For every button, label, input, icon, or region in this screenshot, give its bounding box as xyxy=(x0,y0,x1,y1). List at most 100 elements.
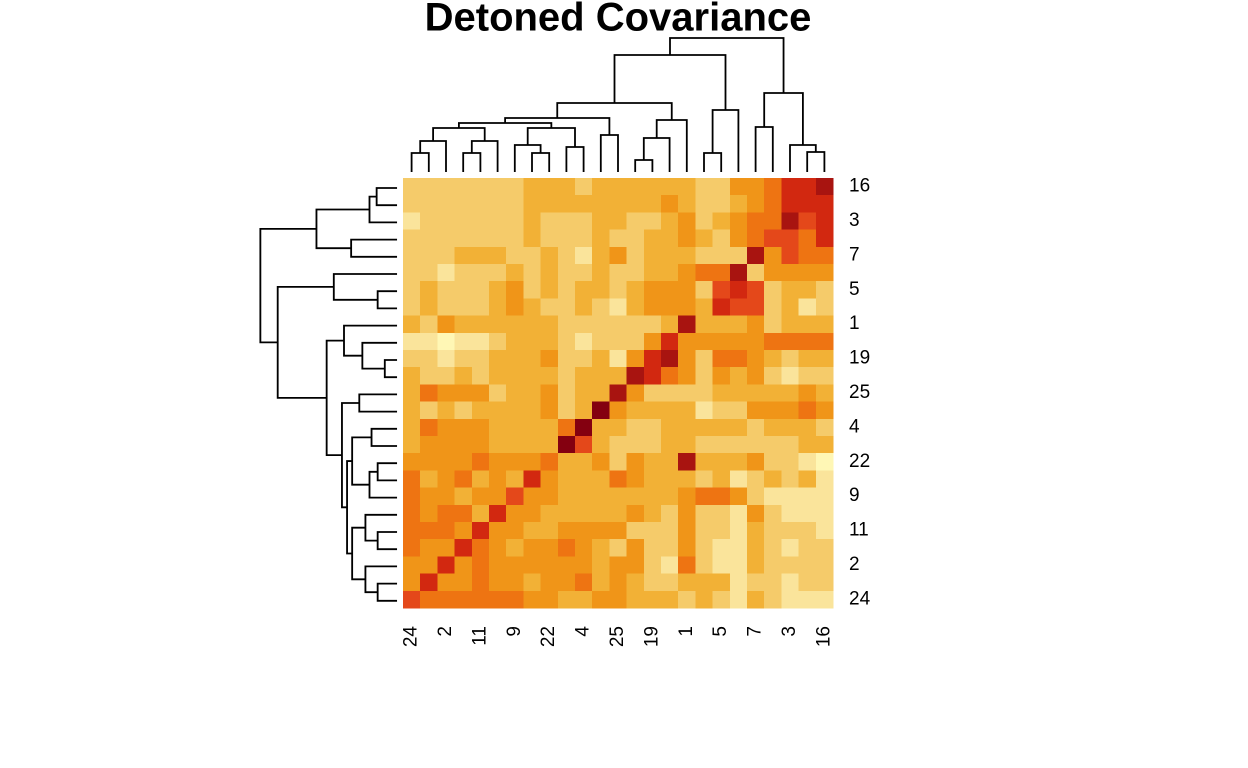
heatmap-cell xyxy=(540,281,559,299)
heatmap-cell xyxy=(798,264,817,282)
heatmap-cell xyxy=(661,332,679,351)
heatmap-cell xyxy=(643,350,662,368)
heatmap-cell xyxy=(764,246,782,265)
heatmap-cell xyxy=(557,367,576,385)
heatmap-cell xyxy=(489,229,507,248)
heatmap-cell xyxy=(798,246,817,265)
heatmap-cell xyxy=(489,539,507,557)
heatmap-cell xyxy=(489,470,507,489)
heatmap-cell xyxy=(557,573,576,592)
heatmap-cell xyxy=(523,590,542,609)
heatmap-cell xyxy=(403,195,421,213)
heatmap-cell xyxy=(471,573,490,592)
heatmap-cell xyxy=(489,590,507,609)
heatmap-cell xyxy=(592,556,610,575)
heatmap-cell xyxy=(626,384,645,403)
heatmap-cell xyxy=(695,504,714,523)
heatmap-cell xyxy=(712,246,731,265)
y-tick-label: 4 xyxy=(849,416,860,437)
heatmap-cell xyxy=(454,470,473,489)
heatmap-cell xyxy=(747,178,765,196)
heatmap-cell xyxy=(712,367,731,385)
heatmap-cell xyxy=(764,315,782,334)
heatmap-cell xyxy=(678,487,696,506)
heatmap-cell xyxy=(747,298,765,317)
heatmap-cell xyxy=(575,436,593,454)
x-tick-label: 24 xyxy=(401,626,422,648)
heatmap-cell xyxy=(781,384,800,403)
heatmap-cell xyxy=(454,453,473,471)
heatmap-cell xyxy=(626,573,645,592)
heatmap-cell xyxy=(489,504,507,523)
heatmap-cell xyxy=(437,470,456,489)
heatmap-cell xyxy=(678,436,696,454)
heatmap-cell xyxy=(764,453,782,471)
heatmap-cell xyxy=(403,281,421,299)
heatmap-cell xyxy=(643,504,662,523)
heatmap-cell xyxy=(471,178,490,196)
heatmap-cell xyxy=(764,522,782,540)
x-tick-label: 7 xyxy=(745,626,766,637)
heatmap-cell xyxy=(489,298,507,317)
heatmap-cell xyxy=(747,384,765,403)
heatmap-cell xyxy=(747,504,765,523)
heatmap-cell xyxy=(471,522,490,540)
heatmap-cell xyxy=(609,367,628,385)
heatmap-cell xyxy=(712,590,731,609)
heatmap-cell xyxy=(506,436,524,454)
heatmap-cell xyxy=(798,539,817,557)
heatmap-cell xyxy=(747,436,765,454)
heatmap-cell xyxy=(420,195,438,213)
heatmap-cell xyxy=(729,418,748,437)
heatmap-cell xyxy=(454,315,473,334)
heatmap-cell xyxy=(523,418,542,437)
heatmap-cell xyxy=(626,590,645,609)
heatmap-cell xyxy=(764,264,782,282)
heatmap-cell xyxy=(747,281,765,299)
heatmap-cell xyxy=(592,212,610,231)
heatmap-cell xyxy=(815,573,834,592)
heatmap-cell xyxy=(420,178,438,196)
heatmap-cell xyxy=(815,590,834,609)
heatmap-cell xyxy=(781,332,800,351)
heatmap-cell xyxy=(523,436,542,454)
heatmap-cell xyxy=(747,212,765,231)
heatmap-cell xyxy=(712,264,731,282)
heatmap-cell xyxy=(643,590,662,609)
heatmap-cell xyxy=(729,590,748,609)
heatmap-cell xyxy=(506,418,524,437)
heatmap-cell xyxy=(489,418,507,437)
heatmap-cell xyxy=(403,418,421,437)
heatmap-cell xyxy=(592,229,610,248)
heatmap-cell xyxy=(815,178,834,196)
heatmap-cell xyxy=(454,418,473,437)
heatmap-cell xyxy=(764,384,782,403)
heatmap-cell xyxy=(729,504,748,523)
heatmap-cell xyxy=(575,522,593,540)
heatmap-cell xyxy=(798,522,817,540)
heatmap-cell xyxy=(661,470,679,489)
heatmap-cell xyxy=(575,212,593,231)
heatmap-cell xyxy=(712,573,731,592)
heatmap-cell xyxy=(557,556,576,575)
heatmap-cell xyxy=(557,298,576,317)
heatmap-cell xyxy=(643,281,662,299)
heatmap-cell xyxy=(437,315,456,334)
heatmap-cell xyxy=(420,332,438,351)
heatmap-cell xyxy=(557,384,576,403)
heatmap-cell xyxy=(437,590,456,609)
heatmap-cell xyxy=(764,350,782,368)
heatmap-cell xyxy=(764,332,782,351)
heatmap-cell xyxy=(575,470,593,489)
heatmap-cell xyxy=(815,504,834,523)
heatmap-cell xyxy=(609,195,628,213)
heatmap-cell xyxy=(729,315,748,334)
heatmap-cell xyxy=(781,539,800,557)
heatmap-cell xyxy=(747,556,765,575)
heatmap-cell xyxy=(523,453,542,471)
heatmap-cell xyxy=(420,556,438,575)
heatmap-cell xyxy=(523,246,542,265)
heatmap-cell xyxy=(712,401,731,420)
heatmap-cell xyxy=(540,453,559,471)
heatmap-cell xyxy=(403,367,421,385)
